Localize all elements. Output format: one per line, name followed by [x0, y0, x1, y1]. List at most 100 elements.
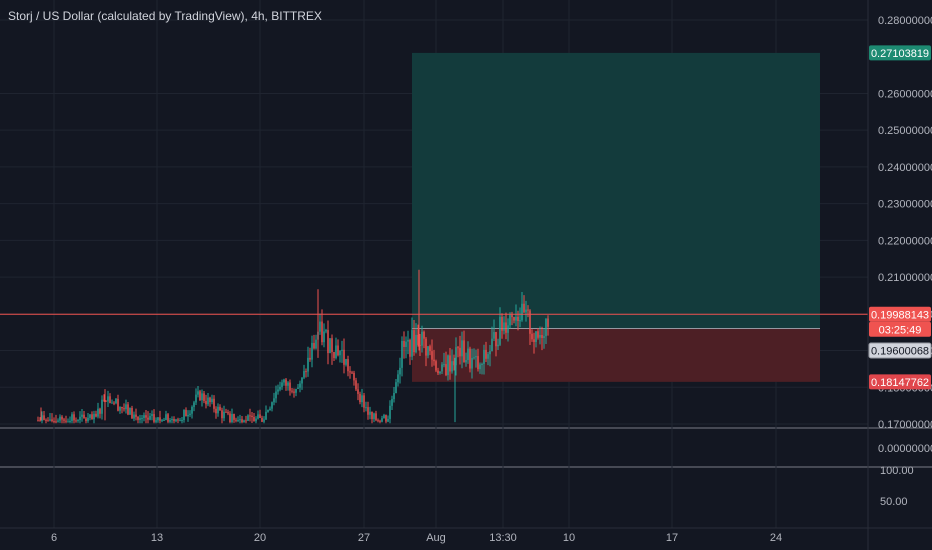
candle-body	[499, 316, 501, 345]
candle-body	[513, 317, 515, 321]
candle-body	[237, 420, 239, 422]
candle-body	[429, 346, 431, 352]
candle-body	[187, 414, 189, 417]
profit-zone[interactable]	[412, 52, 820, 329]
candle-body	[179, 420, 181, 422]
candle-body	[281, 382, 283, 387]
time-tick-label: 13	[151, 532, 163, 544]
candle-body	[43, 415, 45, 420]
candle-body	[251, 415, 253, 418]
candle-body	[141, 417, 143, 419]
candle-body	[443, 364, 445, 366]
candle-body	[173, 419, 175, 422]
candle-body	[71, 414, 73, 421]
volume-tick-label: 50.00	[880, 496, 908, 508]
candle-body	[273, 398, 275, 403]
candle-body	[365, 407, 367, 409]
candle-body	[491, 338, 493, 352]
candle-body	[375, 413, 377, 421]
candle-body	[229, 413, 231, 423]
candle-body	[457, 347, 459, 349]
candle-body	[67, 421, 69, 423]
candle-body	[59, 416, 61, 421]
candle-body	[85, 418, 87, 422]
candle-body	[199, 391, 201, 401]
candle-body	[451, 361, 453, 372]
candle-body	[529, 310, 531, 334]
candle-body	[253, 417, 255, 422]
candle-body	[53, 421, 55, 423]
candle-body	[145, 415, 147, 418]
candle-body	[331, 338, 333, 353]
candle-body	[543, 336, 545, 339]
candle-body	[165, 414, 167, 420]
candle-body	[107, 396, 109, 402]
candle-body	[539, 334, 541, 338]
candle-body	[463, 340, 465, 363]
candle-body	[495, 332, 497, 347]
candle-body	[203, 393, 205, 402]
price-tick-label: 0.22000000	[878, 235, 932, 247]
candle-body	[95, 413, 97, 417]
candle-body	[61, 416, 63, 420]
chart-title: Storj / US Dollar (calculated by Trading…	[8, 9, 322, 23]
candle-body	[63, 419, 65, 421]
candle-body	[183, 409, 185, 420]
candle-body	[309, 357, 311, 360]
candle-body	[321, 321, 323, 343]
entry-price-badge-label: 0.19600068	[871, 346, 929, 358]
candle-body	[503, 322, 505, 331]
candle-body	[525, 309, 527, 313]
candle-body	[439, 371, 441, 374]
time-tick-label: 13:30	[489, 532, 517, 544]
candle-body	[103, 399, 105, 401]
candle-body	[205, 401, 207, 405]
candle-body	[277, 389, 279, 392]
candle-body	[295, 388, 297, 393]
candle-body	[97, 408, 99, 417]
candle-body	[497, 344, 499, 347]
candle-body	[483, 349, 485, 364]
candle-body	[125, 404, 127, 410]
candle-body	[363, 395, 365, 408]
time-tick-label: 24	[770, 532, 782, 544]
time-axis[interactable]: 6 13 20 27 Aug 13:30 10 17 24	[0, 527, 932, 544]
candle-body	[351, 372, 353, 374]
candle-body	[159, 417, 161, 421]
loss-zone[interactable]	[412, 328, 820, 382]
candle-body	[401, 340, 403, 368]
candle-body	[151, 414, 153, 416]
position-zones[interactable]	[412, 52, 820, 382]
candle-body	[201, 393, 203, 401]
candle-body	[507, 325, 509, 333]
candle-body	[427, 346, 429, 356]
candle-body	[127, 404, 129, 415]
candle-body	[389, 405, 391, 419]
candle-body	[207, 397, 209, 405]
candle-body	[505, 322, 507, 333]
candle-body	[391, 399, 393, 406]
candle-body	[467, 348, 469, 361]
stop-price-badge: 0.18147762	[869, 374, 931, 390]
price-tick-label: 0.17000000	[878, 419, 932, 431]
candle-body	[213, 398, 215, 409]
candle-body	[121, 406, 123, 409]
candle-body	[527, 309, 529, 311]
candle-body	[271, 402, 273, 409]
candle-body	[355, 380, 357, 390]
candle-body	[323, 331, 325, 343]
candle-body	[397, 374, 399, 383]
candle-body	[333, 352, 335, 359]
candle-body	[475, 356, 477, 358]
candle-body	[489, 351, 491, 355]
candle-body	[171, 419, 173, 421]
candle-body	[381, 418, 383, 422]
candle-body	[465, 360, 467, 363]
candle-body	[521, 303, 523, 321]
candle-body	[73, 414, 75, 421]
candle-body	[247, 415, 249, 421]
price-tick-label: 0.23000000	[878, 199, 932, 211]
time-tick-label: 10	[563, 532, 575, 544]
